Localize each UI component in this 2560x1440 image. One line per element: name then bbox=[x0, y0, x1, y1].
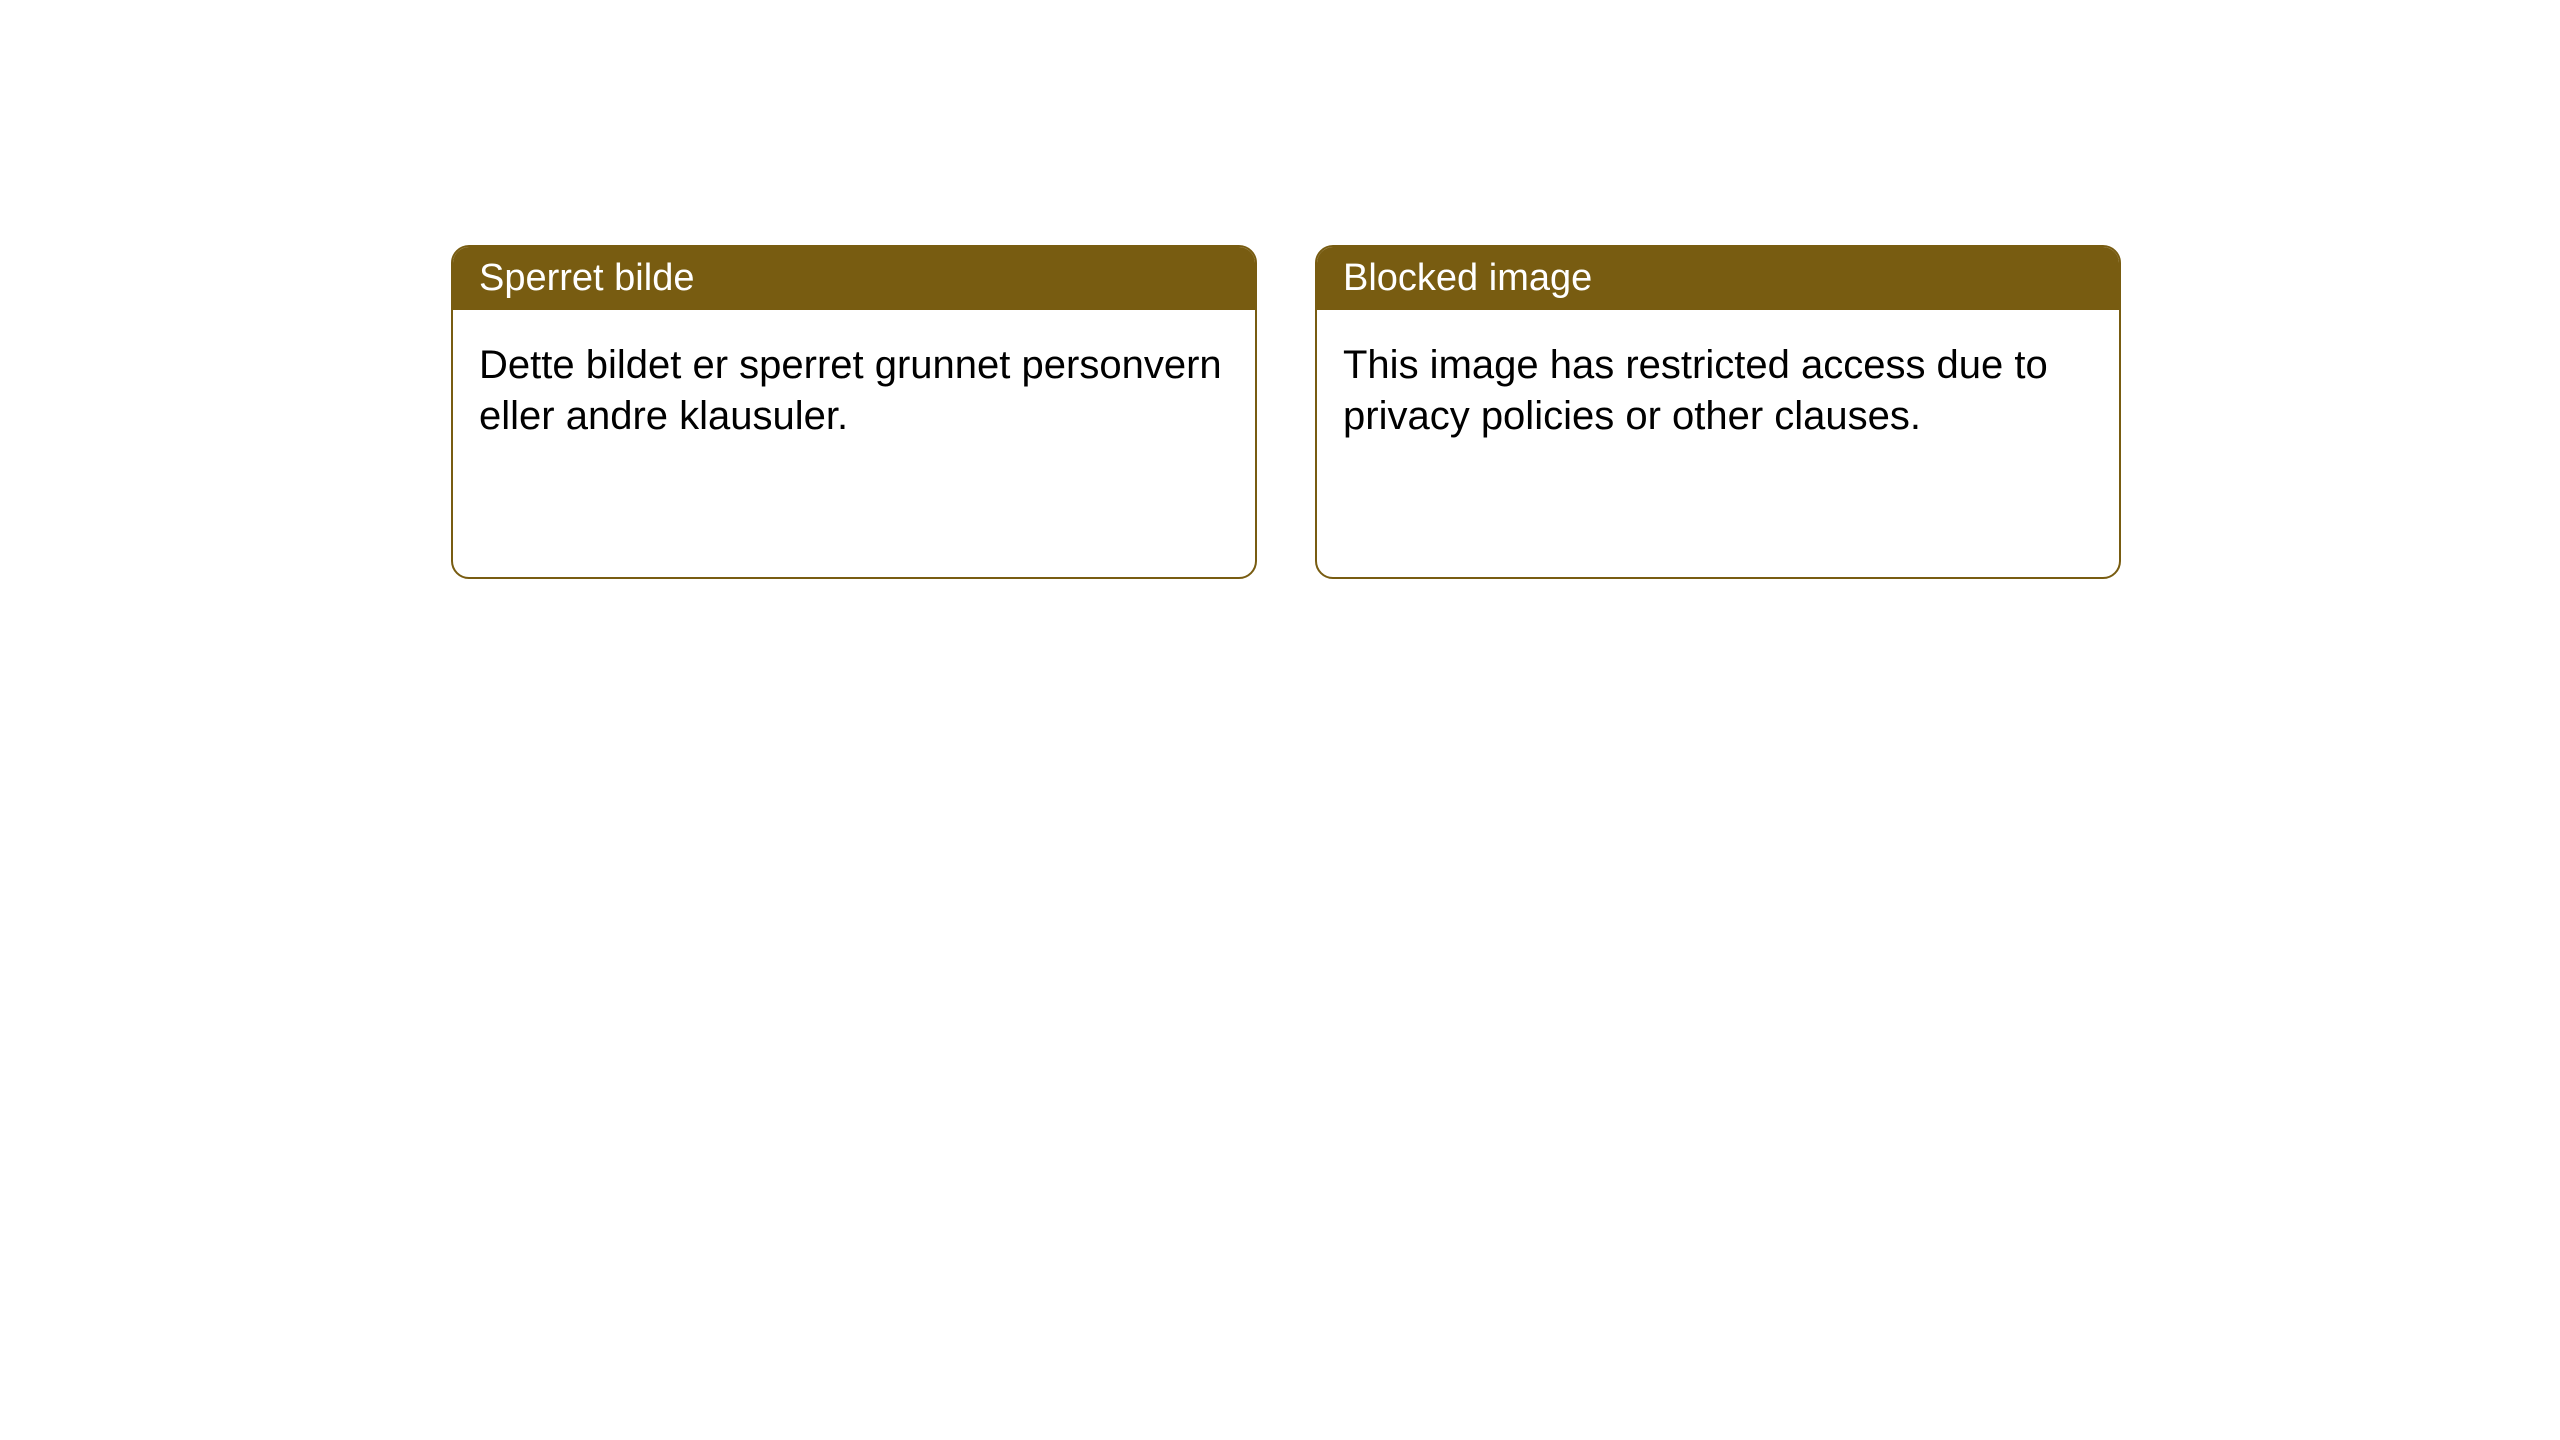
card-body: This image has restricted access due to … bbox=[1317, 310, 2119, 472]
card-header: Sperret bilde bbox=[453, 247, 1255, 310]
info-card-english: Blocked image This image has restricted … bbox=[1315, 245, 2121, 579]
card-body: Dette bildet er sperret grunnet personve… bbox=[453, 310, 1255, 472]
card-header: Blocked image bbox=[1317, 247, 2119, 310]
info-cards-container: Sperret bilde Dette bildet er sperret gr… bbox=[0, 0, 2560, 579]
info-card-norwegian: Sperret bilde Dette bildet er sperret gr… bbox=[451, 245, 1257, 579]
